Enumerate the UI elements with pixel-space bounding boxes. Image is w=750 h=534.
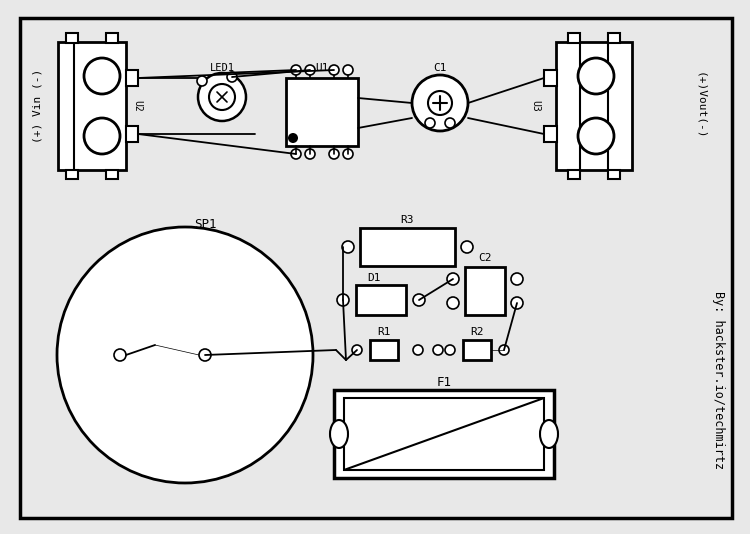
Circle shape [413,345,423,355]
Text: C2: C2 [478,253,492,263]
Circle shape [412,75,468,131]
Bar [66,33,78,43]
Circle shape [198,73,246,121]
Bar [544,70,557,86]
Bar [608,170,620,179]
Text: U1: U1 [315,63,328,73]
Text: U2: U2 [132,100,142,112]
Circle shape [197,76,207,86]
Circle shape [352,345,362,355]
Bar [58,42,126,170]
Bar [126,126,138,142]
Bar [360,228,455,266]
Text: (+) Vin (-): (+) Vin (-) [33,69,43,143]
Circle shape [305,65,315,75]
Circle shape [447,297,459,309]
Circle shape [343,149,353,159]
Text: R2: R2 [470,327,484,337]
Circle shape [511,273,523,285]
Text: F1: F1 [436,375,451,389]
Bar [356,285,406,315]
Circle shape [114,349,126,361]
Circle shape [291,65,301,75]
Bar [568,170,580,179]
Bar [608,33,620,43]
Bar [334,390,554,478]
Text: SP1: SP1 [194,218,216,232]
Circle shape [199,349,211,361]
Circle shape [57,227,313,483]
Circle shape [425,118,435,128]
Circle shape [329,65,339,75]
Ellipse shape [330,420,348,448]
Circle shape [343,65,353,75]
Text: R1: R1 [377,327,391,337]
Circle shape [428,91,452,115]
Circle shape [413,294,425,306]
Circle shape [447,273,459,285]
Circle shape [305,149,315,159]
Bar [465,267,505,315]
Bar [106,170,118,179]
Bar [463,340,491,360]
Circle shape [84,58,120,94]
Circle shape [445,345,455,355]
Text: U3: U3 [530,100,540,112]
Circle shape [578,58,614,94]
Text: By: hackster.io/techmirtz: By: hackster.io/techmirtz [712,291,724,469]
Circle shape [288,133,298,143]
Text: D1: D1 [368,273,381,283]
Bar [568,33,580,43]
Bar [344,398,544,470]
Circle shape [291,149,301,159]
Bar [544,126,557,142]
Bar [556,42,632,170]
Text: R3: R3 [400,215,414,225]
Ellipse shape [540,420,558,448]
Bar [106,33,118,43]
Text: (+)Vout(-): (+)Vout(-) [695,72,705,140]
Text: C1: C1 [433,63,447,73]
Circle shape [499,345,509,355]
Circle shape [578,118,614,154]
Circle shape [342,241,354,253]
Circle shape [337,294,349,306]
Bar [370,340,398,360]
Circle shape [329,149,339,159]
Bar [286,78,358,146]
Circle shape [227,72,237,82]
Circle shape [84,118,120,154]
Text: LED1: LED1 [209,63,235,73]
Circle shape [433,345,443,355]
Bar [66,170,78,179]
Circle shape [511,297,523,309]
Circle shape [445,118,455,128]
Circle shape [209,84,235,110]
Bar [126,70,138,86]
Circle shape [461,241,473,253]
